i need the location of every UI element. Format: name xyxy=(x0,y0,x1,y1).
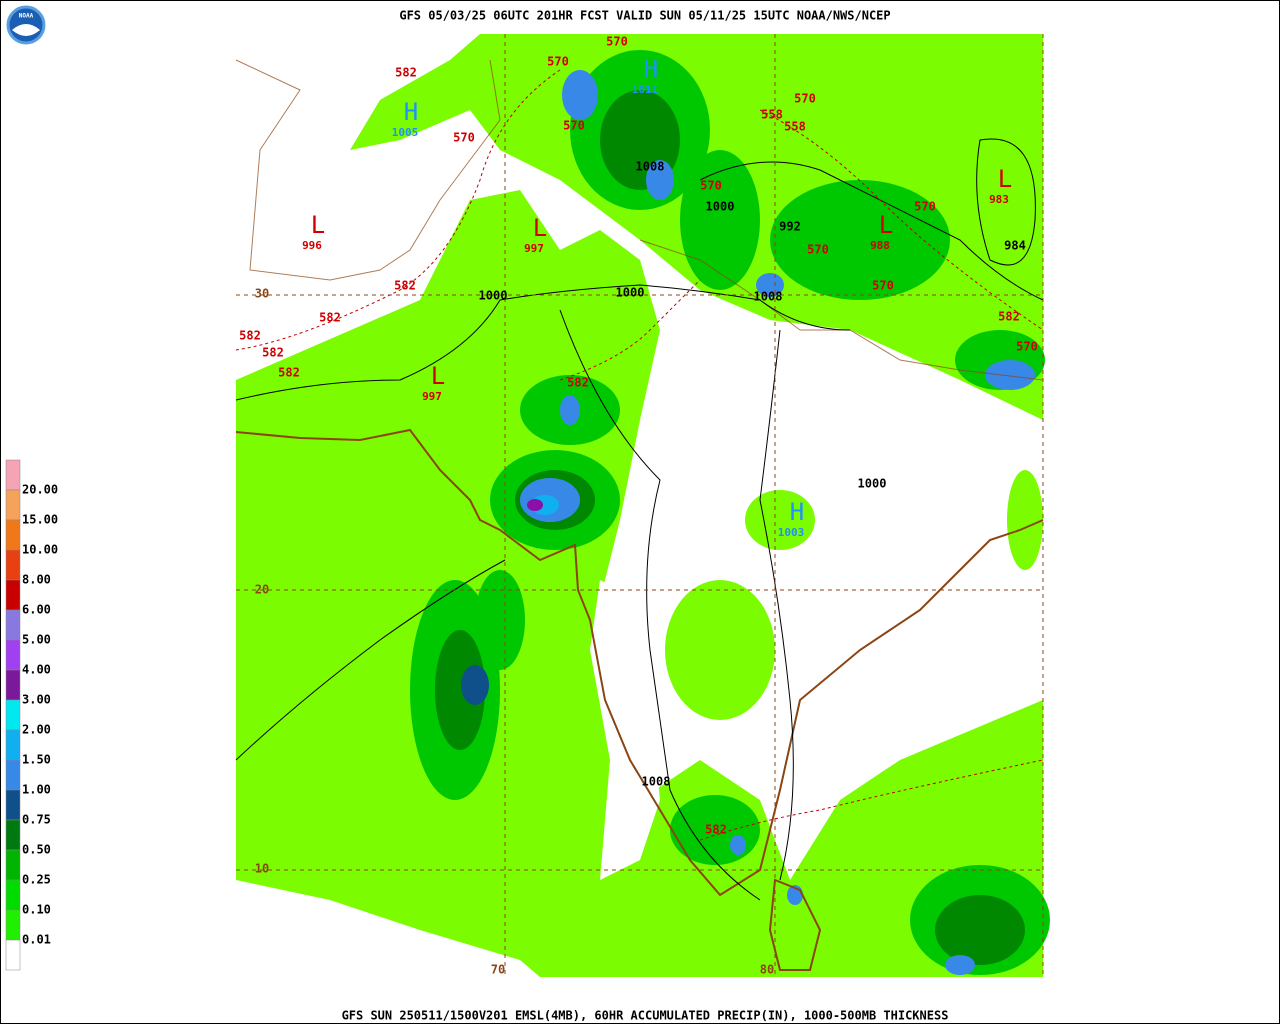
thickness-label: 570 xyxy=(453,131,475,145)
legend-swatch xyxy=(5,609,21,641)
pressure-symbol: H xyxy=(404,98,418,126)
legend-swatch xyxy=(5,789,21,821)
lat-label: 30 xyxy=(255,287,269,301)
pressure-value: 983 xyxy=(989,193,1009,206)
pressure-symbol: L xyxy=(431,362,445,390)
pressure-value: 997 xyxy=(524,242,544,255)
isobar-label: 1000 xyxy=(706,200,735,214)
pressure-value: 1003 xyxy=(778,526,805,539)
isobar-label: 1000 xyxy=(479,289,508,303)
precip-fill xyxy=(236,34,1050,977)
map-area xyxy=(235,34,1050,977)
svg-text:NOAA: NOAA xyxy=(19,13,34,20)
legend-swatch xyxy=(5,729,21,761)
thickness-label: 558 xyxy=(784,120,806,134)
legend-swatch xyxy=(5,849,21,881)
noaa-logo: NOAA xyxy=(6,5,46,45)
pressure-value: 1011 xyxy=(632,83,659,96)
pressure-symbol: L xyxy=(998,165,1012,193)
legend-label: 0.10 xyxy=(22,903,51,917)
legend-swatch xyxy=(5,519,21,551)
legend-swatch xyxy=(5,939,21,971)
legend-label: 10.00 xyxy=(22,543,58,557)
legend-label: 0.75 xyxy=(22,813,51,827)
pressure-symbol: H xyxy=(790,498,804,526)
legend-label: 1.50 xyxy=(22,753,51,767)
thickness-label: 582 xyxy=(998,310,1020,324)
thickness-label: 570 xyxy=(794,92,816,106)
legend-swatch xyxy=(5,759,21,791)
isobar-label: 1008 xyxy=(754,290,783,304)
graticule xyxy=(236,34,1044,977)
thickness-label: 570 xyxy=(914,200,936,214)
thickness-label: 582 xyxy=(394,279,416,293)
title: GFS 05/03/25 06UTC 201HR FCST VALID SUN … xyxy=(399,9,890,23)
thickness-label: 570 xyxy=(807,243,829,257)
legend-label: 5.00 xyxy=(22,633,51,647)
lon-label: 80 xyxy=(760,963,774,977)
thickness-label: 570 xyxy=(700,179,722,193)
legend-swatch xyxy=(5,669,21,701)
legend-label: 0.50 xyxy=(22,843,51,857)
isobar-label: 1008 xyxy=(636,160,665,174)
legend-label: 0.25 xyxy=(22,873,51,887)
pressure-value: 997 xyxy=(422,390,442,403)
legend-label: 0.01 xyxy=(22,933,51,947)
coastline xyxy=(235,428,1044,971)
thickness-label: 558 xyxy=(761,108,783,122)
legend-swatch xyxy=(5,699,21,731)
legend-label: 20.00 xyxy=(22,483,58,497)
legend-label: 15.00 xyxy=(22,513,58,527)
pressure-value: 996 xyxy=(302,239,322,252)
isobar-label: 1008 xyxy=(642,775,671,789)
thickness-label: 570 xyxy=(547,55,569,69)
isobar-label: 1000 xyxy=(616,286,645,300)
footer-caption: GFS SUN 250511/1500V201 EMSL(4MB), 60HR … xyxy=(342,1009,949,1023)
legend-label: 2.00 xyxy=(22,723,51,737)
borders xyxy=(235,59,1044,381)
thickness-label: 582 xyxy=(567,376,589,390)
pressure-symbol: L xyxy=(311,211,325,239)
pressure-symbol: L xyxy=(879,211,893,239)
thickness-label: 582 xyxy=(262,346,284,360)
legend-swatch xyxy=(5,909,21,941)
legend-swatch xyxy=(5,639,21,671)
legend-label: 1.00 xyxy=(22,783,51,797)
thickness-lines xyxy=(235,69,1044,841)
thickness-label: 570 xyxy=(872,279,894,293)
legend-swatch xyxy=(5,489,21,521)
legend-swatch xyxy=(5,579,21,611)
pressure-symbol: L xyxy=(533,214,547,242)
legend-swatch xyxy=(5,819,21,851)
legend-label: 4.00 xyxy=(22,663,51,677)
thickness-label: 582 xyxy=(705,823,727,837)
legend-label: 8.00 xyxy=(22,573,51,587)
thickness-label: 570 xyxy=(1016,340,1038,354)
legend-label: 3.00 xyxy=(22,693,51,707)
isobar-label: 1000 xyxy=(858,477,887,491)
isobar-label: 992 xyxy=(779,220,801,234)
lon-label: 70 xyxy=(491,963,505,977)
legend-swatch xyxy=(5,459,21,491)
lat-label: 10 xyxy=(255,862,269,876)
pressure-value: 988 xyxy=(870,239,890,252)
lat-label: 20 xyxy=(255,583,269,597)
thickness-label: 570 xyxy=(606,35,628,49)
legend-swatch xyxy=(5,549,21,581)
pressure-value: 1005 xyxy=(392,126,419,139)
pressure-symbol: H xyxy=(644,55,658,83)
legend-label: 6.00 xyxy=(22,603,51,617)
thickness-label: 582 xyxy=(278,366,300,380)
thickness-label: 582 xyxy=(319,311,341,325)
legend-swatch xyxy=(5,879,21,911)
thickness-label: 570 xyxy=(563,119,585,133)
thickness-label: 582 xyxy=(395,66,417,80)
thickness-label: 582 xyxy=(239,329,261,343)
isobar-label: 984 xyxy=(1004,239,1026,253)
